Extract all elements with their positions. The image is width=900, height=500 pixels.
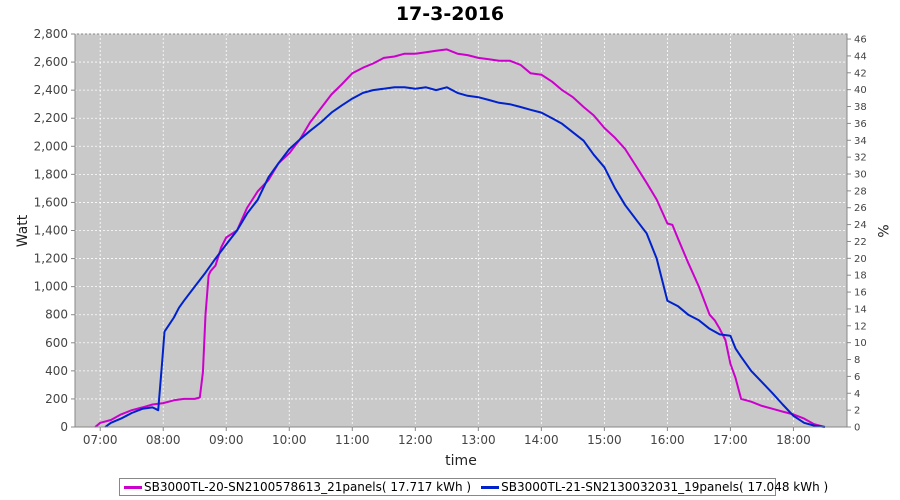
y-tick-label-right: 2 [854,406,860,417]
legend-item: SB3000TL-20-SN2100578613_21panels( 17.71… [124,480,471,494]
y-axis-label-right: % [874,224,890,237]
legend-label-series-1: SB3000TL-20-SN2100578613_21panels( 17.71… [144,480,472,494]
y-tick-label-right: 6 [854,372,860,383]
y-tick-label: 1,800 [34,167,68,181]
y-tick-label-right: 8 [854,355,860,366]
y-tick-label-right: 10 [854,338,867,349]
x-tick-label: 10:00 [272,433,307,447]
y-tick-label: 200 [45,392,68,406]
legend-swatch-series-1 [124,485,142,489]
legend-swatch-series-2 [481,485,500,489]
y-tick-label-right: 46 [854,35,867,46]
y-tick-label-right: 32 [854,153,867,164]
chart-title: 17-3-2016 [395,3,505,25]
y-tick-label-right: 12 [854,321,867,332]
x-tick-label: 12:00 [398,433,433,447]
x-tick-label: 18:00 [776,433,811,447]
y-tick-label: 800 [45,308,68,322]
y-tick-label-right: 26 [854,203,867,214]
y-tick-label-right: 40 [854,85,867,96]
y-tick-label-right: 20 [854,254,867,265]
y-tick-label: 600 [45,336,68,350]
y-tick-label-right: 16 [854,288,867,299]
y-tick-label: 2,200 [34,111,68,125]
x-tick-label: 16:00 [650,433,685,447]
x-tick-label: 07:00 [83,433,118,447]
y-axis-label: Watt [15,214,31,247]
y-tick-label-right: 18 [854,271,867,282]
x-tick-label: 11:00 [335,433,370,447]
y-tick-label-right: 44 [854,51,867,62]
y-tick-label-right: 4 [854,389,860,400]
y-tick-label: 0 [60,420,68,434]
x-tick-label: 13:00 [461,433,496,447]
y-tick-label: 1,400 [34,224,68,238]
y-tick-label-right: 36 [854,119,867,130]
y-tick-label: 2,400 [34,83,68,97]
x-tick-label: 09:00 [209,433,244,447]
y-tick-label: 2,000 [34,139,68,153]
y-tick-label-right: 24 [854,220,867,231]
x-axis-label: time [445,453,477,469]
y-tick-label-right: 30 [854,169,867,180]
y-tick-label-right: 38 [854,102,867,113]
y-tick-label: 2,800 [34,27,68,41]
y-tick-label-right: 28 [854,186,867,197]
x-tick-label: 08:00 [146,433,181,447]
legend-label-series-2: SB3000TL-21-SN2130032031_19panels( 17.04… [501,480,829,494]
x-tick-label: 14:00 [524,433,559,447]
series-line-1 [94,48,826,428]
y-tick-label-right: 22 [854,237,867,248]
y-tick-label: 1,000 [34,280,68,294]
y-tick-label-right: 42 [854,68,867,79]
x-tick-label: 15:00 [587,433,622,447]
legend: SB3000TL-20-SN2100578613_21panels( 17.71… [119,478,828,496]
y-tick-label: 2,600 [34,55,68,69]
series-line-2 [104,86,826,428]
y-tick-label: 1,200 [34,252,68,266]
y-tick-label-right: 34 [854,136,867,147]
y-tick-label: 1,600 [34,195,68,209]
chart-area: 02004006008001,0001,2001,4001,6001,8002,… [15,27,890,469]
y-tick-label: 400 [45,364,68,378]
x-tick-label: 17:00 [713,433,748,447]
y-tick-label-right: 14 [854,304,867,315]
y-tick-label-right: 0 [854,423,860,434]
legend-item: SB3000TL-21-SN2130032031_19panels( 17.04… [481,480,828,494]
